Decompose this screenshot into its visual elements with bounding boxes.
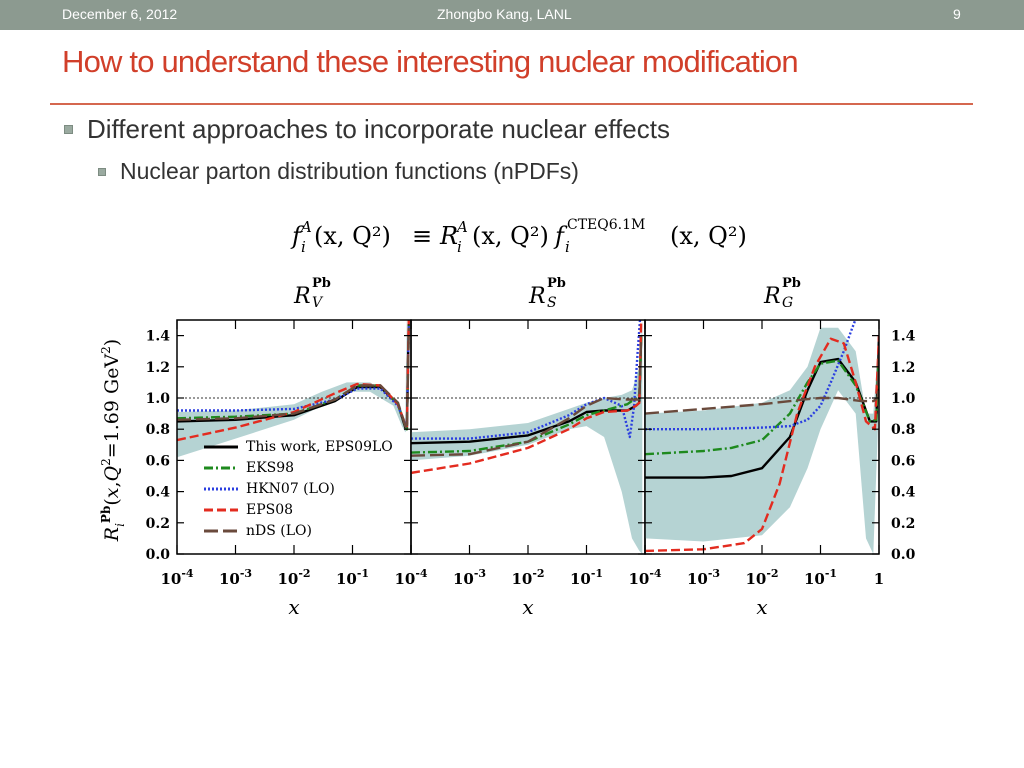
x-tick-label: 10-2 bbox=[277, 567, 310, 588]
x-tick-label: 10-2 bbox=[511, 567, 544, 588]
uncertainty-band bbox=[177, 320, 407, 458]
panel-plot-area bbox=[411, 320, 645, 554]
bullet-text: Different approaches to incorporate nucl… bbox=[87, 114, 670, 144]
chart-panels bbox=[176, 319, 880, 555]
header-date: December 6, 2012 bbox=[62, 6, 178, 22]
bullet-level-2: Nuclear parton distribution functions (n… bbox=[98, 158, 579, 185]
eq-sub-i: i bbox=[301, 238, 306, 256]
x-tick-label: 10-4 bbox=[628, 567, 661, 588]
slide-title: How to understand these interesting nucl… bbox=[62, 44, 799, 79]
panel-2 bbox=[410, 319, 646, 555]
eq-r: R bbox=[439, 222, 458, 250]
x-tick-labels: 10-4 10-3 10-2 10-1 10-4 10-3 10-2 10-1 10-4 10-3… bbox=[160, 567, 884, 588]
eq-args: (x, Q²) bbox=[472, 222, 549, 250]
y-tick-label: 1.0 bbox=[146, 391, 171, 407]
series-line bbox=[645, 351, 879, 415]
panel-titles: R Pb V R Pb S R Pb G bbox=[293, 276, 801, 311]
y-tick-label: 0.8 bbox=[891, 422, 915, 438]
series-line bbox=[411, 320, 643, 475]
legend-label: EKS98 bbox=[246, 460, 294, 476]
x-tick-label: 1 bbox=[874, 570, 884, 588]
y-tick-label: 1.4 bbox=[146, 329, 171, 345]
series-line bbox=[177, 327, 411, 431]
panel-title-sub: G bbox=[782, 295, 793, 311]
x-tick-label: 10-3 bbox=[687, 567, 720, 588]
x-tick-label: 10-2 bbox=[745, 567, 778, 588]
legend-label: HKN07 (LO) bbox=[246, 481, 335, 497]
x-tick-label: 10-4 bbox=[394, 567, 427, 588]
panel-title-pb: Pb bbox=[312, 276, 331, 291]
y-tick-label: 1.0 bbox=[891, 391, 916, 407]
legend-label: EPS08 bbox=[246, 502, 293, 518]
panel-title-sub: V bbox=[312, 295, 324, 311]
bullet-level-1: Different approaches to incorporate nucl… bbox=[64, 114, 670, 145]
y-tick-labels-right: 1.4 1.2 1.0 0.8 0.6 0.4 0.2 0.0 bbox=[891, 329, 916, 563]
panel-1 bbox=[176, 319, 412, 555]
uncertainty-band bbox=[411, 320, 643, 554]
x-axis-title: x bbox=[522, 595, 533, 619]
panel-title-r: R bbox=[528, 284, 546, 309]
eq-sup-cteq: CTEQ6.1M bbox=[567, 217, 645, 233]
y-tick-label: 0.0 bbox=[146, 547, 171, 563]
eq-sup-a: A bbox=[455, 218, 468, 236]
panel-title-r: R bbox=[763, 284, 781, 309]
series-line bbox=[645, 335, 879, 479]
panel-title-r: R bbox=[293, 284, 311, 309]
x-tick-label: 10-3 bbox=[453, 567, 486, 588]
y-tick-label: 0.6 bbox=[146, 453, 170, 469]
series-line bbox=[645, 320, 857, 431]
header-page-number: 9 bbox=[953, 6, 961, 22]
x-tick-label: 10-1 bbox=[336, 567, 369, 588]
y-tick-label: 0.2 bbox=[146, 516, 170, 532]
x-axis-title: x bbox=[756, 595, 767, 619]
eq-args: (x, Q²) bbox=[314, 222, 391, 250]
uncertainty-band bbox=[645, 327, 879, 554]
y-tick-label: 0.2 bbox=[891, 516, 915, 532]
legend-label: This work, EPS09LO bbox=[246, 439, 393, 455]
header-author: Zhongbo Kang, LANL bbox=[437, 6, 572, 22]
eq-equiv: ≡ bbox=[412, 222, 432, 250]
eq-args: (x, Q²) bbox=[670, 222, 747, 250]
title-underline bbox=[50, 103, 973, 105]
series-line bbox=[645, 351, 879, 456]
panel-title-sub: S bbox=[547, 295, 557, 311]
slide-header-bar: December 6, 2012 Zhongbo Kang, LANL 9 bbox=[0, 0, 1024, 30]
y-tick-labels-left: 1.4 1.2 1.0 0.8 0.6 0.4 0.2 0.0 bbox=[146, 329, 171, 563]
series-line bbox=[411, 335, 643, 454]
square-bullet-icon bbox=[64, 125, 73, 134]
square-bullet-icon bbox=[98, 167, 106, 176]
x-tick-label: 10-1 bbox=[804, 567, 837, 588]
series-line bbox=[411, 335, 643, 457]
legend: This work, EPS09LO EKS98 HKN07 (LO) EPS08 nD… bbox=[204, 439, 393, 539]
y-tick-label: 1.4 bbox=[891, 329, 916, 345]
y-tick-label: 0.6 bbox=[891, 453, 915, 469]
panel-title-pb: Pb bbox=[782, 276, 801, 291]
y-tick-label: 0.0 bbox=[891, 547, 916, 563]
eq-sup-a: A bbox=[299, 218, 312, 236]
panel-plot-area bbox=[177, 320, 411, 458]
x-tick-label: 10-1 bbox=[570, 567, 603, 588]
bullet-text: Nuclear parton distribution functions (n… bbox=[120, 158, 579, 184]
y-tick-label: 1.2 bbox=[891, 360, 915, 376]
panel-title-pb: Pb bbox=[547, 276, 566, 291]
y-tick-label: 0.4 bbox=[891, 485, 916, 501]
x-tick-label: 10-4 bbox=[160, 567, 193, 588]
y-tick-label: 0.8 bbox=[146, 422, 170, 438]
panel-plot-area bbox=[645, 320, 879, 554]
series-line bbox=[411, 320, 642, 440]
eq-sub-i: i bbox=[565, 238, 570, 256]
y-axis-title: RiPb(x,Q2=1.69 GeV2) bbox=[99, 339, 127, 542]
series-line bbox=[645, 335, 879, 553]
equation: f A i (x, Q²) ≡ R A i (x, Q²) f CTEQ6.1M… bbox=[290, 217, 747, 256]
eq-sub-i: i bbox=[457, 238, 462, 256]
legend-label: nDS (LO) bbox=[246, 523, 312, 539]
y-tick-label: 1.2 bbox=[146, 360, 170, 376]
x-axis-title: x bbox=[288, 595, 299, 619]
y-axis-label: RiPb(x,Q2=1.69 GeV2) bbox=[99, 339, 127, 542]
x-tick-label: 10-3 bbox=[219, 567, 252, 588]
y-tick-label: 0.4 bbox=[146, 485, 171, 501]
panel-3 bbox=[644, 319, 880, 555]
